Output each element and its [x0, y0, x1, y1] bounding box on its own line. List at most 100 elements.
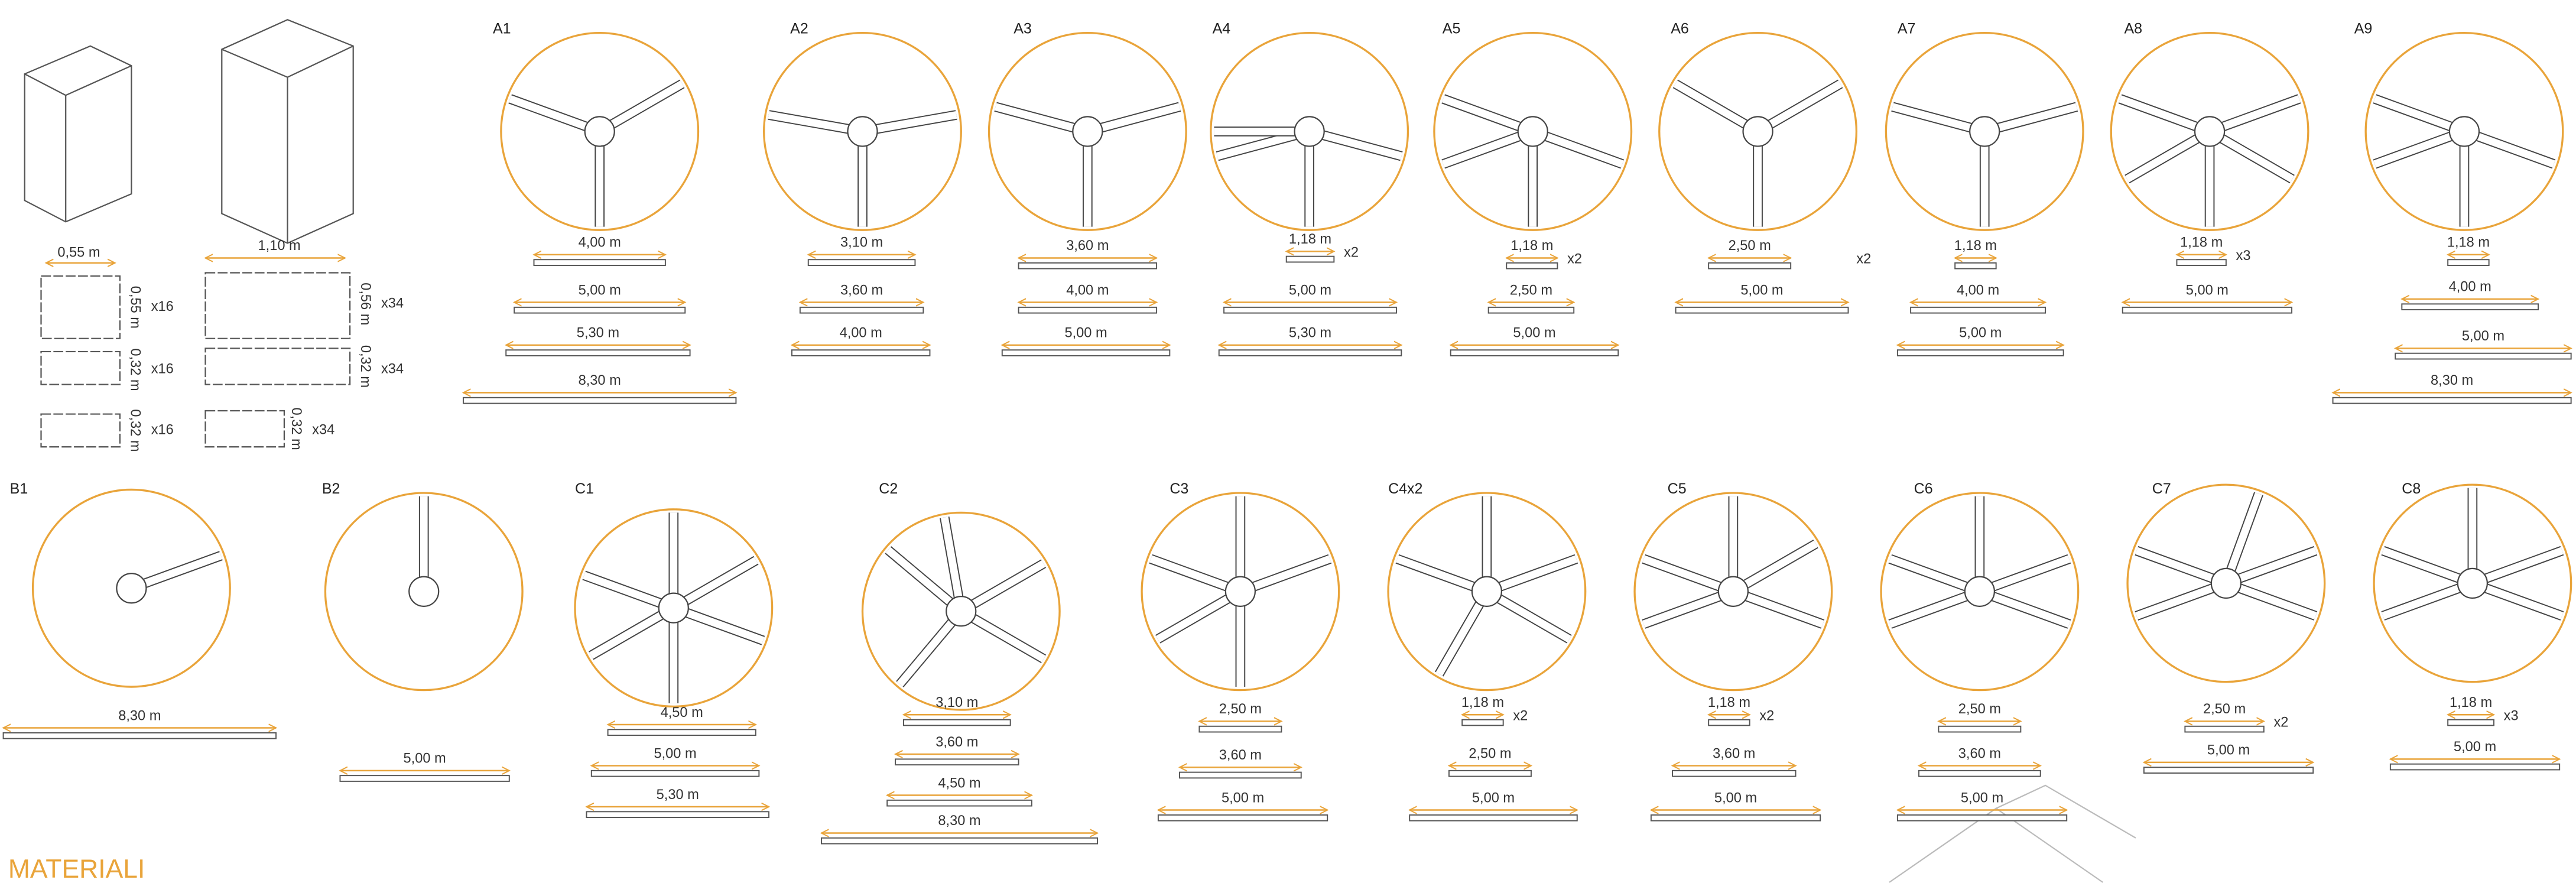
pipe	[1019, 263, 1157, 269]
hub	[2195, 116, 2224, 146]
pipe-count: x2	[1567, 251, 1582, 267]
pipe	[1938, 726, 2020, 732]
pipe	[800, 307, 923, 313]
pipe	[1911, 307, 2045, 313]
pipe	[1506, 263, 1557, 269]
pipe	[2333, 398, 2571, 404]
pipe-length: 4,00 m	[1957, 283, 1999, 298]
plate	[41, 352, 119, 385]
pipe	[2185, 726, 2263, 732]
pipe-length: 3,60 m	[1219, 748, 1262, 763]
pipe-length: 8,30 m	[2431, 373, 2473, 388]
pipe-length: 1,18 m	[1289, 232, 1331, 247]
height-label: 0,32 m	[288, 408, 304, 450]
pipe-count: x3	[2504, 708, 2519, 723]
footer-title: MATERIALI	[8, 855, 145, 883]
sketch-lines	[1889, 785, 2136, 882]
height-label: 0,55 m	[128, 286, 143, 329]
pipe-length: 3,60 m	[935, 735, 978, 750]
drawing: 0,55 m 1,10 m 0,55 m x16 0,56 m x34 0,32…	[0, 0, 2576, 883]
pipe	[2395, 353, 2571, 359]
count-label: x34	[381, 296, 404, 311]
pipe	[1287, 257, 1334, 262]
count-label: x34	[381, 362, 404, 377]
hub	[1518, 116, 1548, 146]
joint-label: A4	[1213, 21, 1231, 37]
pipe-length: 1,18 m	[1708, 695, 1750, 710]
joint-label: C1	[575, 481, 594, 497]
pipe-length: 5,00 m	[1222, 790, 1264, 806]
pipe-length: 2,50 m	[2203, 702, 2246, 717]
pipe	[2144, 767, 2313, 773]
pipe	[534, 259, 665, 265]
pipe-length: 4,00 m	[579, 235, 621, 251]
pipe	[1708, 263, 1791, 269]
pipe	[1019, 307, 1157, 313]
joint-label: C5	[1668, 481, 1687, 497]
pipe-length: 5,00 m	[579, 283, 621, 298]
pipe-length: 5,00 m	[1714, 790, 1757, 806]
hub	[1073, 116, 1102, 146]
joint-label: A9	[2354, 21, 2373, 37]
pipe	[1180, 772, 1301, 778]
pipe	[608, 729, 756, 735]
hub	[847, 116, 877, 146]
pipe-length: 1,18 m	[2180, 235, 2223, 251]
pipe-length: 5,00 m	[1064, 326, 1107, 341]
pipe	[514, 307, 685, 313]
pipe	[1955, 263, 1996, 269]
joint-label: A3	[1013, 21, 1032, 37]
pipe-length: 8,30 m	[579, 373, 621, 388]
pipe-count: x2	[2273, 715, 2288, 730]
pipe	[1224, 307, 1396, 313]
pipe-length: 1,18 m	[1461, 695, 1504, 710]
height-label: 0,32 m	[128, 409, 143, 452]
pipe-length: 1,18 m	[2447, 235, 2490, 251]
pipe-length: 1,18 m	[2450, 695, 2492, 710]
pipe	[592, 771, 759, 777]
pipe-count: x2	[1344, 245, 1359, 260]
joint-label: A7	[1898, 21, 1916, 37]
joint-label: A5	[1443, 21, 1461, 37]
pipe	[1409, 815, 1577, 821]
pipe	[2177, 259, 2226, 265]
pipe	[1708, 720, 1749, 726]
pipe-length: 5,00 m	[2207, 743, 2250, 758]
pipe-length: 5,30 m	[1289, 326, 1331, 341]
pipe	[1451, 350, 1619, 356]
count-label: x16	[151, 362, 174, 377]
pipe	[1002, 350, 1170, 356]
pipe	[2390, 764, 2559, 770]
pipe	[1199, 726, 1281, 732]
joint-label: C6	[1914, 481, 1933, 497]
pipe	[506, 350, 690, 356]
large-box	[222, 20, 353, 243]
pipe-length: 8,30 m	[118, 708, 161, 723]
hub	[1226, 577, 1255, 606]
plate	[205, 411, 284, 447]
pipe	[1489, 307, 1574, 313]
hub	[2450, 116, 2479, 146]
joint-label: C3	[1170, 481, 1188, 497]
plate	[205, 348, 350, 384]
hub	[1970, 116, 1999, 146]
pipe-length: 4,00 m	[1066, 283, 1109, 298]
pipe	[4, 733, 276, 739]
joint-label: B1	[10, 481, 28, 497]
pipe	[821, 838, 1097, 844]
pipe-length: 2,50 m	[1958, 702, 2001, 717]
pipe-length: 5,00 m	[1740, 283, 1783, 298]
hub	[946, 596, 976, 626]
pipe	[887, 800, 1032, 806]
hub	[409, 577, 438, 606]
panel-boxes: 0,55 m 1,10 m 0,55 m x16 0,56 m x34 0,32…	[25, 20, 404, 452]
pipe	[1898, 815, 2067, 821]
joint-label: A6	[1671, 21, 1689, 37]
pipe-length: 1,18 m	[1510, 238, 1553, 254]
pipe-length: 4,50 m	[661, 705, 703, 720]
pipe-length: 3,60 m	[1066, 238, 1109, 254]
pipe-length: 5,00 m	[1961, 790, 2003, 806]
joint-label: A1	[493, 21, 511, 37]
joint-label: C7	[2152, 481, 2171, 497]
pipe-length: 5,00 m	[654, 746, 696, 761]
